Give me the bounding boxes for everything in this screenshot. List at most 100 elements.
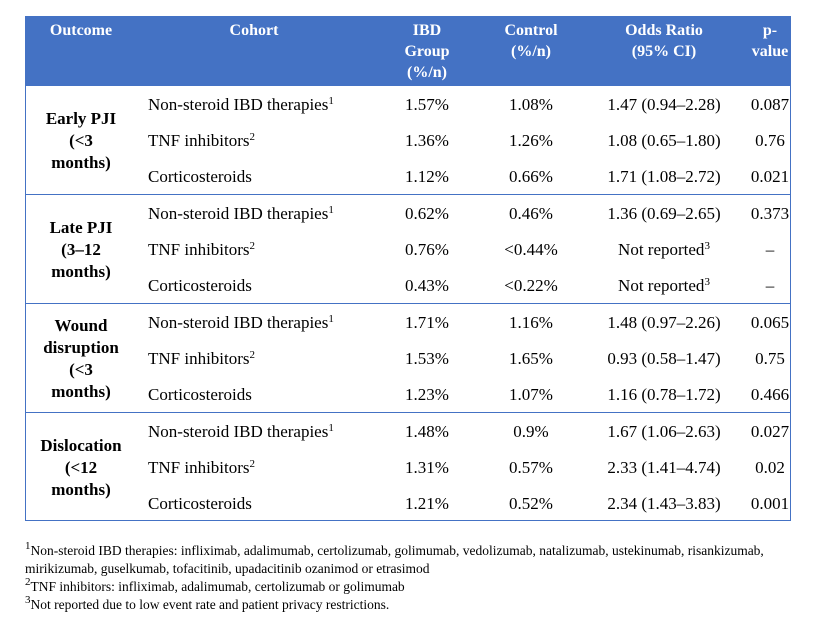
table-row: TNF inhibitors2 1.36% 1.26% 1.08 (0.65–1.80… <box>26 123 790 159</box>
table-row: Non-steroid IBD therapies1 1.48% 0.9% 1.67 … <box>26 414 790 450</box>
cohort-cell: Non-steroid IBD therapies1 <box>148 422 334 441</box>
footnote-text: Not reported due to low event rate and p… <box>30 597 390 612</box>
footnote-marker: 3 <box>704 240 710 252</box>
outcome-label: Dislocation (<12 months) <box>40 435 122 499</box>
control-cell: 0.52% <box>509 494 553 513</box>
control-cell: 1.08% <box>509 95 553 114</box>
footnote-marker: 1 <box>25 540 31 552</box>
odds-ratio-cell: 2.33 (1.41–4.74) <box>607 458 721 477</box>
table-row: TNF inhibitors2 1.53% 1.65% 0.93 (0.58–1.47… <box>26 341 790 377</box>
cohort-cell: TNF inhibitors2 <box>148 349 256 368</box>
footnote-marker: 1 <box>328 422 334 434</box>
p-value-cell: 0.75 <box>755 349 785 368</box>
p-value-cell: 0.76 <box>755 131 785 150</box>
p-value-cell: 0.373 <box>750 204 790 223</box>
outcome-label: Late PJI (3–12 months) <box>49 217 113 281</box>
outcome-group: Dislocation (<12 months) Non-steroid IBD th… <box>26 412 790 521</box>
p-value-cell: 0.087 <box>750 95 790 114</box>
control-cell: 0.9% <box>513 422 549 441</box>
header-ibd-group: IBD Group (%/n) <box>404 22 450 81</box>
ibd-group-cell: 1.48% <box>405 422 449 441</box>
cohort-cell: TNF inhibitors2 <box>148 240 256 259</box>
footnote-marker: 2 <box>249 349 256 361</box>
cohort-cell: Corticosteroids <box>148 167 252 186</box>
cohort-cell: TNF inhibitors2 <box>148 131 256 150</box>
ibd-group-cell: 0.76% <box>405 240 449 259</box>
table-row: TNF inhibitors2 1.31% 0.57% 2.33 (1.41–4.74… <box>26 450 790 486</box>
footnote-marker: 2 <box>249 240 256 252</box>
table-row: Corticosteroids 1.12% 0.66% 1.71 (1.08–2.72… <box>26 159 790 195</box>
cohort-cell: Corticosteroids <box>148 276 252 295</box>
control-cell: 1.16% <box>509 313 553 332</box>
ibd-group-cell: 1.31% <box>405 458 449 477</box>
control-cell: 1.26% <box>509 131 553 150</box>
footnote-marker: 1 <box>328 313 334 325</box>
control-cell: <0.44% <box>504 240 558 259</box>
table-header: Outcome Cohort IBD Group (%/n) Control (… <box>26 17 790 85</box>
odds-ratio-cell: 0.93 (0.58–1.47) <box>607 349 721 368</box>
p-value-cell: 0.466 <box>750 385 790 404</box>
footnote-marker: 3 <box>704 276 710 288</box>
ibd-group-cell: 1.23% <box>405 385 449 404</box>
outcome-label: Early PJI (<3 months) <box>45 108 117 172</box>
table-row: Corticosteroids 1.23% 1.07% 1.16 (0.78–1.72… <box>26 377 790 413</box>
cohort-cell: Corticosteroids <box>148 385 252 404</box>
header-control: Control (%/n) <box>504 22 558 60</box>
results-table: Outcome Cohort IBD Group (%/n) Control (… <box>25 16 791 521</box>
cohort-cell: Corticosteroids <box>148 494 252 513</box>
header-odds-ratio: Odds Ratio (95% CI) <box>625 22 703 60</box>
odds-ratio-cell: Not reported3 <box>618 240 710 259</box>
control-cell: 1.07% <box>509 385 553 404</box>
footnote-text: Non-steroid IBD therapies: infliximab, a… <box>25 543 764 576</box>
cohort-cell: TNF inhibitors2 <box>148 458 256 477</box>
footnotes: 1Non-steroid IBD therapies: infliximab, … <box>25 540 805 614</box>
cohort-cell: Non-steroid IBD therapies1 <box>148 204 334 223</box>
odds-ratio-cell: 1.08 (0.65–1.80) <box>607 131 721 150</box>
ibd-group-cell: 1.71% <box>405 313 449 332</box>
p-value-cell: 0.001 <box>750 494 790 513</box>
control-cell: 0.46% <box>509 204 553 223</box>
footnote-marker: 2 <box>25 576 31 588</box>
p-value-cell: – <box>765 276 775 295</box>
ibd-group-cell: 1.53% <box>405 349 449 368</box>
table-row: Non-steroid IBD therapies1 1.57% 1.08% 1.47… <box>26 87 790 123</box>
footnote-marker: 2 <box>249 458 256 470</box>
odds-ratio-cell: 2.34 (1.43–3.83) <box>607 494 721 513</box>
odds-ratio-cell: 1.36 (0.69–2.65) <box>607 204 721 223</box>
header-cohort: Cohort <box>229 22 279 39</box>
table-row: Non-steroid IBD therapies1 1.71% 1.16% 1.48… <box>26 305 790 341</box>
ibd-group-cell: 1.57% <box>405 95 449 114</box>
footnote-marker: 1 <box>328 204 334 216</box>
footnote-marker: 2 <box>249 131 256 143</box>
control-cell: 1.65% <box>509 349 553 368</box>
control-cell: 0.57% <box>509 458 553 477</box>
table-row: Corticosteroids 1.21% 0.52% 2.34 (1.43–3.83… <box>26 486 790 522</box>
footnote-text: TNF inhibitors: infliximab, adalimumab, … <box>30 579 405 594</box>
p-value-cell: 0.027 <box>750 422 790 441</box>
cohort-cell: Non-steroid IBD therapies1 <box>148 313 334 332</box>
p-value-cell: 0.021 <box>750 167 790 186</box>
outcome-label: Wound disruption (<3 months) <box>43 315 119 401</box>
footnote: 3Not reported due to low event rate and … <box>25 594 805 614</box>
footnote: 1Non-steroid IBD therapies: infliximab, … <box>25 540 805 578</box>
odds-ratio-cell: 1.71 (1.08–2.72) <box>607 167 721 186</box>
header-p-value: p- value <box>751 22 789 60</box>
footnote-marker: 3 <box>25 594 31 606</box>
odds-ratio-cell: 1.48 (0.97–2.26) <box>607 313 721 332</box>
header-outcome: Outcome <box>49 22 113 39</box>
control-cell: 0.66% <box>509 167 553 186</box>
odds-ratio-cell: 1.16 (0.78–1.72) <box>607 385 721 404</box>
outcome-group: Early PJI (<3 months) Non-steroid IBD thera… <box>26 85 790 194</box>
odds-ratio-cell: 1.67 (1.06–2.63) <box>607 422 721 441</box>
p-value-cell: – <box>765 240 775 259</box>
footnote: 2TNF inhibitors: infliximab, adalimumab,… <box>25 576 805 596</box>
outcome-group: Late PJI (3–12 months) Non-steroid IBD ther… <box>26 194 790 303</box>
p-value-cell: 0.065 <box>750 313 790 332</box>
footnote-marker: 1 <box>328 95 334 107</box>
p-value-cell: 0.02 <box>755 458 785 477</box>
outcome-group: Wound disruption (<3 months) Non-steroid IBD… <box>26 303 790 412</box>
control-cell: <0.22% <box>504 276 558 295</box>
ibd-group-cell: 0.62% <box>405 204 449 223</box>
ibd-group-cell: 1.36% <box>405 131 449 150</box>
ibd-group-cell: 0.43% <box>405 276 449 295</box>
